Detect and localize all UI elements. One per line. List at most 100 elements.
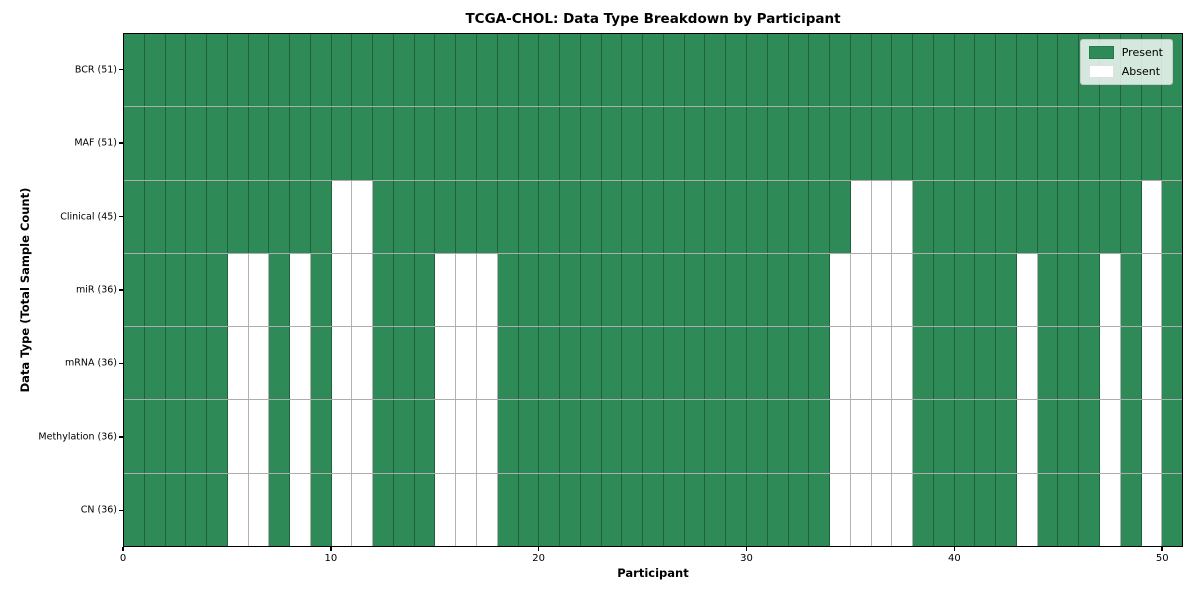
heatmap-cell — [622, 327, 644, 400]
heatmap-cell — [809, 327, 831, 400]
heatmap-cell — [622, 400, 644, 473]
heatmap-cell — [435, 327, 457, 400]
heatmap-cell — [1141, 253, 1163, 327]
heatmap-cell — [290, 180, 311, 253]
heatmap-cell — [954, 107, 976, 180]
heatmap-cell — [1162, 107, 1183, 180]
heatmap-cell — [1099, 253, 1121, 327]
heatmap-cell — [477, 180, 498, 253]
heatmap-cell — [1162, 473, 1183, 546]
heatmap-cell — [310, 473, 332, 546]
heatmap-cell — [186, 473, 208, 546]
chart-title: TCGA-CHOL: Data Type Breakdown by Partic… — [465, 11, 841, 27]
heatmap-cell — [933, 34, 955, 107]
heatmap-cell — [726, 400, 747, 473]
heatmap-cell — [1079, 327, 1100, 400]
heatmap-cell — [767, 253, 789, 327]
heatmap-cell — [913, 400, 934, 473]
heatmap-cell — [310, 400, 332, 473]
heatmap-cell — [310, 107, 332, 180]
y-tick-label-BCR: BCR (51) — [74, 64, 117, 76]
heatmap-cell — [809, 473, 831, 546]
heatmap-cell — [248, 327, 270, 400]
heatmap-cell — [290, 34, 311, 107]
heatmap-cell — [705, 400, 727, 473]
heatmap-cell — [539, 107, 561, 180]
heatmap-cell — [497, 107, 519, 180]
heatmap-cell — [767, 400, 789, 473]
heatmap-cell — [996, 180, 1017, 253]
heatmap-cell — [913, 180, 934, 253]
heatmap-cell — [663, 400, 685, 473]
heatmap-cell — [996, 473, 1017, 546]
heatmap-cell — [352, 400, 374, 473]
heatmap-cell — [913, 253, 934, 327]
heatmap-cell — [165, 107, 187, 180]
heatmap-cell — [144, 400, 166, 473]
heatmap-cell — [622, 107, 644, 180]
x-tick-label: 20 — [532, 553, 546, 564]
heatmap-cell — [227, 400, 249, 473]
heatmap-cell — [871, 400, 893, 473]
heatmap-cell — [954, 253, 976, 327]
heatmap-cell — [1058, 400, 1080, 473]
heatmap-cell — [622, 180, 644, 253]
heatmap-cell — [684, 473, 706, 546]
heatmap-cell — [1141, 327, 1163, 400]
heatmap-cell — [497, 180, 519, 253]
heatmap-cell — [124, 327, 145, 400]
heatmap-cell — [1162, 180, 1183, 253]
heatmap-cell — [477, 107, 498, 180]
heatmap-cell — [227, 107, 249, 180]
heatmap-cell — [788, 34, 810, 107]
heatmap-cell — [373, 473, 394, 546]
heatmap-cell — [1037, 327, 1059, 400]
heatmap-cell — [622, 34, 644, 107]
heatmap-cell — [456, 107, 478, 180]
heatmap-cell — [414, 473, 436, 546]
heatmap-cell — [414, 34, 436, 107]
heatmap-cell — [186, 34, 208, 107]
y-tick-mark — [119, 289, 123, 291]
heatmap-cell — [393, 400, 415, 473]
heatmap-cell — [144, 253, 166, 327]
heatmap-cell — [518, 473, 540, 546]
heatmap-cell — [186, 253, 208, 327]
heatmap-cell — [352, 180, 374, 253]
legend-label-present: Present — [1121, 46, 1163, 59]
heatmap-cell — [1099, 473, 1121, 546]
heatmap-cell — [1037, 473, 1059, 546]
heatmap-cell — [892, 473, 914, 546]
heatmap-cell — [1099, 327, 1121, 400]
heatmap-cell — [352, 34, 374, 107]
x-tick-label: 50 — [1155, 553, 1169, 564]
heatmap-cell — [705, 34, 727, 107]
heatmap-cell — [414, 253, 436, 327]
heatmap-cell — [248, 34, 270, 107]
heatmap-cell — [684, 180, 706, 253]
x-tick-label: 0 — [119, 553, 127, 564]
heatmap-cell — [580, 107, 602, 180]
heatmap-cell — [497, 34, 519, 107]
heatmap-cell — [497, 253, 519, 327]
heatmap-cell — [1037, 34, 1059, 107]
heatmap-cell — [746, 400, 768, 473]
heatmap-cell — [705, 253, 727, 327]
heatmap-cell — [435, 34, 457, 107]
heatmap-cell — [393, 180, 415, 253]
heatmap-cell — [663, 34, 685, 107]
heatmap-cell — [165, 473, 187, 546]
heatmap-cell — [684, 107, 706, 180]
heatmap-cell — [871, 107, 893, 180]
y-tick-mark — [119, 142, 123, 144]
heatmap-cell — [850, 400, 872, 473]
heatmap-cell — [580, 253, 602, 327]
heatmap-cell — [352, 327, 374, 400]
legend-swatch-absent — [1088, 65, 1114, 78]
heatmap-cell — [809, 400, 831, 473]
heatmap-cell — [601, 327, 623, 400]
heatmap-cell — [435, 253, 457, 327]
heatmap-cell — [1037, 253, 1059, 327]
heatmap-cell — [207, 180, 228, 253]
heatmap-row-MAF — [124, 107, 1183, 181]
